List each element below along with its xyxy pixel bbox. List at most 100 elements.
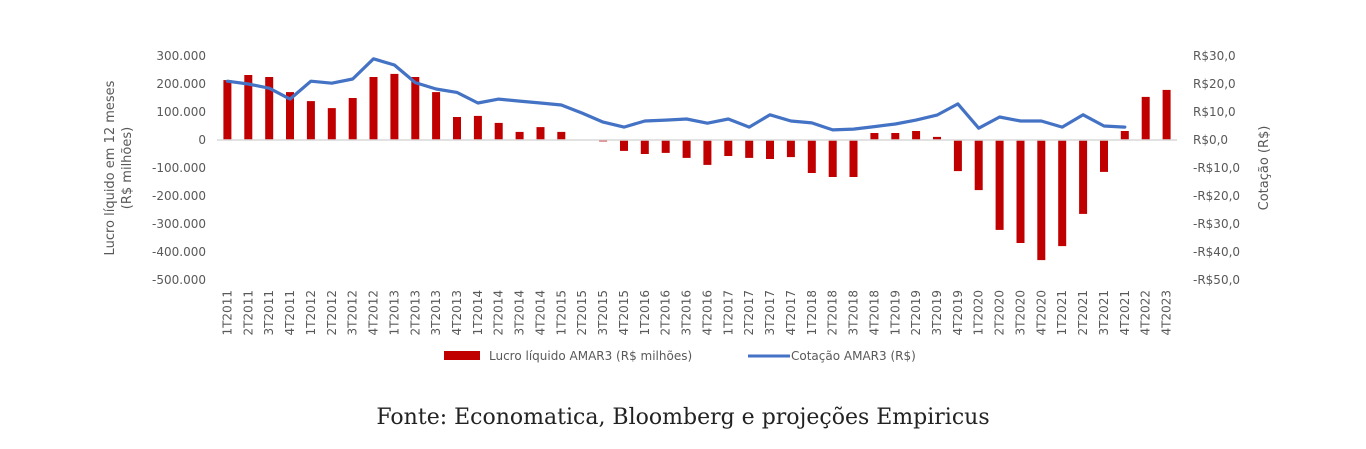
x-tick-label: 1T2019 [888, 290, 902, 336]
x-tick-label: 3T2016 [680, 290, 694, 336]
bar-4T2017 [786, 140, 795, 158]
bar-2T2020 [995, 140, 1004, 230]
bar-4T2018 [870, 133, 879, 140]
bar-1T2012 [306, 101, 315, 140]
x-tick-label: 3T2017 [763, 290, 777, 336]
right-tick-label: R$0,0 [1193, 133, 1228, 147]
x-tick-label: 2T2015 [575, 290, 589, 336]
left-tick-label: 300.000 [156, 49, 206, 63]
x-tick-label: 3T2021 [1097, 290, 1111, 336]
x-tick-label: 2T2013 [408, 290, 422, 336]
x-tick-label: 2T2021 [1076, 290, 1090, 336]
bar-3T2020 [1016, 140, 1025, 243]
left-tick-label: -500.000 [152, 273, 206, 287]
x-tick-label: 2T2011 [241, 290, 255, 336]
x-tick-label: 4T2012 [367, 290, 381, 336]
right-tick-label: -R$40,0 [1193, 245, 1240, 259]
source-caption: Fonte: Economatica, Bloomberg e projeçõe… [376, 405, 990, 430]
bar-3T2021 [1100, 140, 1108, 172]
line-series-cotacao [225, 57, 1127, 132]
bar-4T2019 [953, 140, 962, 172]
x-tick-label: 3T2013 [429, 290, 443, 336]
bar-3T2011 [265, 77, 274, 140]
bar-1T2020 [974, 140, 983, 191]
bar-series-lucro [223, 73, 1171, 261]
bar-2T2016 [661, 140, 670, 153]
x-tick-label: 4T2013 [450, 290, 464, 336]
bar-1T2015 [557, 131, 566, 140]
left-tick-label: -400.000 [152, 245, 206, 259]
x-tick-label: 1T2018 [805, 290, 819, 336]
x-tick-label: 3T2012 [346, 290, 360, 336]
bar-3T2016 [682, 140, 691, 158]
x-tick-label: 2T2016 [659, 290, 673, 336]
profit-price-chart: 300.000 200.000 100.000 0 -100.000 -200.000 -3… [103, 49, 1272, 363]
x-tick-label: 3T2020 [1013, 290, 1027, 336]
x-tick-label: 1T2014 [471, 290, 485, 336]
x-tick-label: 3T2011 [262, 290, 276, 336]
bar-2T2012 [327, 108, 336, 140]
bar-3T2013 [432, 92, 441, 140]
bar-4T2020 [1037, 140, 1046, 261]
x-axis-ticks: 1T2011 2T2011 3T2011 4T2011 1T2012 2T2012 3T20… [220, 290, 1173, 336]
bar-4T2023 [1162, 89, 1171, 140]
legend-line-label: Cotação AMAR3 (R$) [791, 349, 916, 363]
bar-2T2021 [1079, 140, 1088, 214]
right-tick-label: R$20,0 [1193, 77, 1236, 91]
x-tick-label: 4T2023 [1160, 290, 1174, 336]
left-tick-label: -200.000 [152, 189, 206, 203]
bar-1T2017 [724, 140, 733, 156]
bar-4T2013 [453, 117, 461, 140]
bar-3T2019 [933, 136, 941, 140]
left-tick-label: 100.000 [156, 105, 206, 119]
bar-3T2018 [849, 140, 858, 177]
x-tick-label: 3T2018 [847, 290, 861, 336]
bar-3T2012 [348, 98, 357, 140]
left-axis-title-line1: Lucro líquido em 12 meses [103, 80, 118, 255]
left-axis-ticks: 300.000 200.000 100.000 0 -100.000 -200.000 -3… [152, 49, 206, 287]
x-tick-label: 2T2020 [993, 290, 1007, 336]
bar-1T2016 [640, 140, 649, 154]
right-axis-ticks: R$30,0 R$20,0 R$10,0 R$0,0 -R$10,0 -R$20,0 -R$… [1193, 49, 1240, 287]
x-tick-label: 1T2020 [972, 290, 986, 336]
left-tick-label: 200.000 [156, 77, 206, 91]
bar-3T2014 [515, 131, 524, 140]
bar-2T2019 [912, 131, 921, 140]
bar-1T2019 [891, 133, 900, 140]
bar-4T2012 [369, 77, 378, 140]
bar-2T2013 [411, 77, 420, 140]
x-tick-label: 3T2014 [513, 290, 527, 336]
x-tick-label: 1T2015 [554, 290, 568, 336]
right-tick-label: -R$20,0 [1193, 189, 1240, 203]
right-tick-label: -R$10,0 [1193, 161, 1240, 175]
right-tick-label: R$10,0 [1193, 105, 1236, 119]
bar-4T2014 [536, 127, 545, 140]
x-tick-label: 4T2020 [1034, 290, 1048, 336]
x-tick-label: 1T2021 [1055, 290, 1069, 336]
right-tick-label: -R$30,0 [1193, 217, 1240, 231]
x-tick-label: 1T2013 [387, 290, 401, 336]
bar-4T2015 [620, 140, 628, 151]
x-tick-label: 1T2016 [638, 290, 652, 336]
x-tick-label: 4T2015 [617, 290, 631, 336]
right-tick-label: R$30,0 [1193, 49, 1236, 63]
right-axis-title: Cotação (R$) [1257, 126, 1272, 211]
x-tick-label: 4T2017 [784, 290, 798, 336]
x-tick-label: 4T2019 [951, 290, 965, 336]
left-axis-title-line2: (R$ milhões) [120, 127, 135, 209]
x-tick-label: 1T2017 [721, 290, 735, 336]
x-tick-label: 3T2019 [930, 290, 944, 336]
x-tick-label: 3T2015 [596, 290, 610, 336]
bar-4T2022 [1141, 96, 1150, 140]
bar-1T2018 [807, 140, 816, 173]
bar-4T2011 [286, 92, 294, 140]
bar-2T2014 [494, 122, 503, 140]
bar-4T2016 [703, 140, 712, 165]
legend-bar-label: Lucro líquido AMAR3 (R$ milhões) [489, 349, 692, 363]
bar-4T2021 [1120, 131, 1129, 140]
x-tick-label: 1T2012 [304, 290, 318, 336]
x-tick-label: 1T2011 [220, 290, 234, 336]
bar-1T2013 [390, 73, 399, 140]
bar-2T2011 [244, 75, 253, 140]
bar-1T2011 [223, 80, 232, 140]
